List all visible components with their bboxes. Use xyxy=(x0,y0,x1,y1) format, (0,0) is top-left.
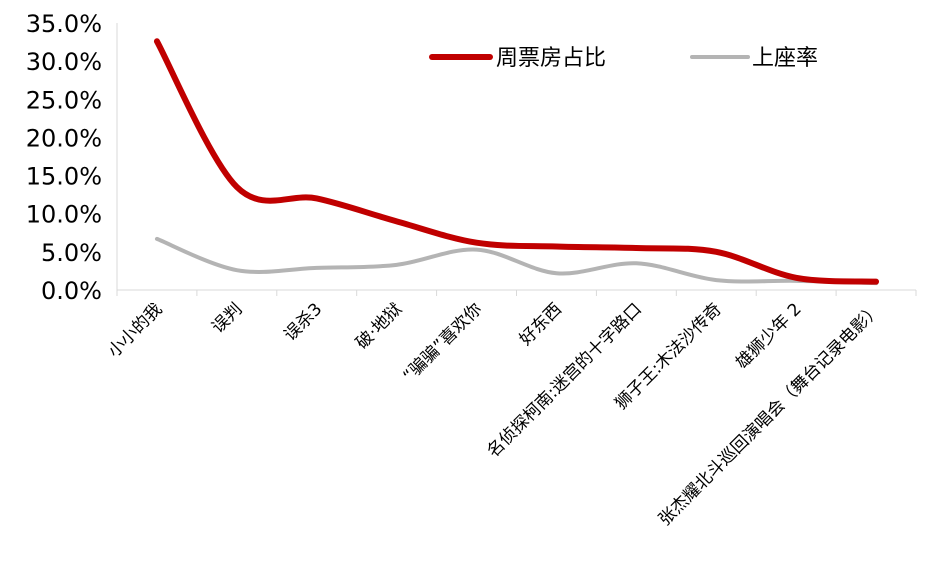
x-tick-label: “骗骗”喜欢你 xyxy=(399,299,486,386)
y-tick-label: 20.0% xyxy=(26,124,102,152)
x-tick-marks xyxy=(116,290,917,296)
y-tick-label: 15.0% xyxy=(26,163,102,191)
y-tick-label: 10.0% xyxy=(26,201,102,229)
x-tick-label: 雄狮少年 2 xyxy=(732,299,806,373)
y-tick-label: 0.0% xyxy=(41,277,102,305)
y-tick-label: 30.0% xyxy=(26,48,102,76)
legend-label-weekly-share: 周票房占比 xyxy=(496,46,606,71)
x-tick-label: 小小的我 xyxy=(104,299,166,361)
x-tick-label: 名侦探柯南:迷宫的十字路口 xyxy=(483,299,645,461)
y-tick-label: 25.0% xyxy=(26,86,102,114)
y-tick-label: 35.0% xyxy=(26,10,102,38)
series-lines xyxy=(153,38,880,286)
x-tick-label: 破·地狱 xyxy=(352,299,406,353)
series-line-occupancy xyxy=(154,236,879,286)
legend: 周票房占比 上座率 xyxy=(429,46,818,71)
x-tick-label: 误杀3 xyxy=(280,299,326,345)
y-tick-labels: 0.0% 5.0% 10.0% 15.0% 20.0% 25.0% 30.0% 35.0% xyxy=(26,10,102,305)
y-tick-label: 5.0% xyxy=(41,239,102,267)
legend-label-occupancy: 上座率 xyxy=(752,46,818,71)
x-tick-label: 好东西 xyxy=(516,299,566,349)
series-line-weekly-share xyxy=(153,38,880,285)
x-tick-labels: 小小的我 误判 误杀3 破·地狱“骗骗”喜欢你 好东西名侦探柯南:迷宫的十字路口狮子王:… xyxy=(104,299,885,530)
x-tick-label: 误判 xyxy=(208,299,246,337)
